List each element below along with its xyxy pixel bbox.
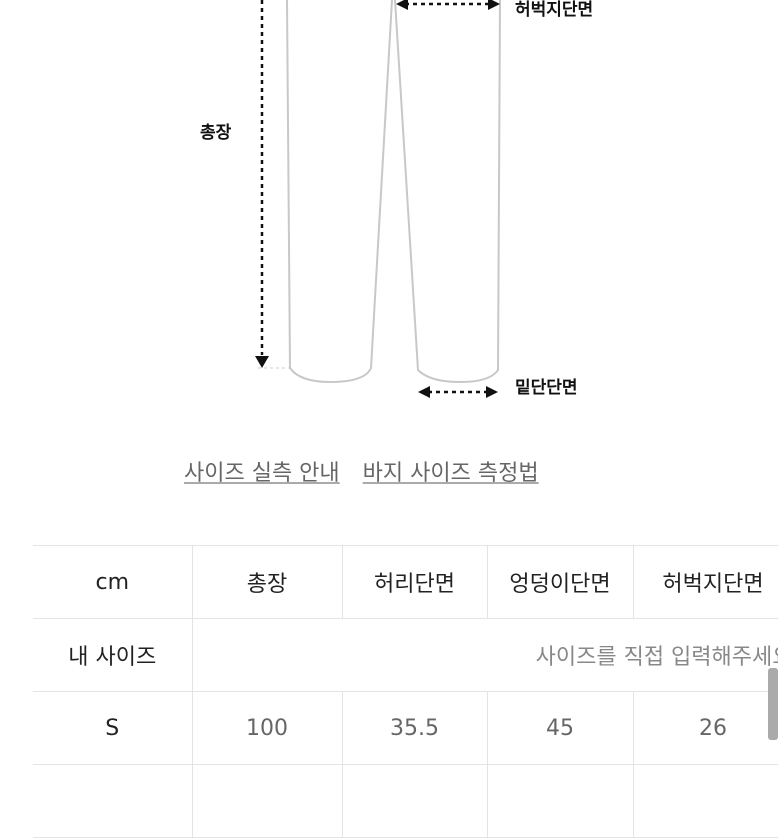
pants-measurement-diagram — [255, 0, 501, 398]
left-leg-outline — [286, 0, 393, 384]
table-row — [33, 764, 778, 838]
horizontal-scrollbar[interactable] — [768, 668, 778, 740]
thigh-label: 허벅지단면 — [515, 0, 594, 20]
header-cell: 허벅지단면 — [632, 545, 778, 619]
header-cell: 허리단면 — [341, 545, 488, 619]
right-leg-outline — [394, 0, 501, 384]
pants-measure-link[interactable]: 바지 사이즈 측정법 — [362, 461, 539, 486]
my-size-row: 내 사이즈 사이즈를 직접 입력해주세요 — [33, 618, 778, 692]
value-cell: 100 — [191, 691, 343, 765]
size-guide-link[interactable]: 사이즈 실측 안내 — [184, 461, 340, 486]
size-guide-links: 사이즈 실측 안내 바지 사이즈 측정법 — [184, 455, 555, 487]
hem-label: 밑단단면 — [515, 378, 578, 398]
size-table: cm 총장 허리단면 엉덩이단면 허벅지단면 내 사이즈 사이즈를 직접 입력해… — [33, 545, 778, 838]
total-length-label: 총장 — [200, 123, 232, 143]
value-cell: 26 — [632, 691, 778, 765]
my-size-input[interactable]: 사이즈를 직접 입력해주세요 — [191, 618, 778, 692]
value-cell: 45 — [486, 691, 634, 765]
header-cell: cm — [33, 545, 193, 619]
my-size-label: 내 사이즈 — [33, 618, 193, 692]
header-cell: 총장 — [191, 545, 343, 619]
value-cell: 35.5 — [341, 691, 488, 765]
table-row: S 100 35.5 45 26 — [33, 691, 778, 765]
header-cell: 엉덩이단면 — [486, 545, 634, 619]
table-header-row: cm 총장 허리단면 엉덩이단면 허벅지단면 — [33, 545, 778, 619]
size-cell: S — [33, 691, 193, 765]
